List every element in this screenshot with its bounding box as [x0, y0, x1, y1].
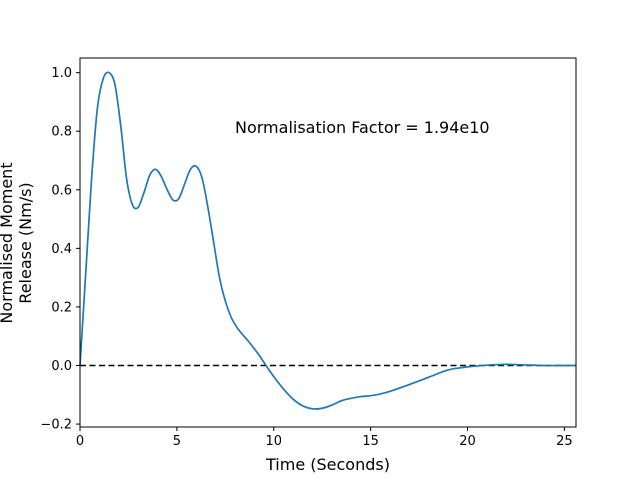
y-axis-title-line2: Release (Nm/s) — [16, 182, 35, 303]
y-tick-label-0: −0.2 — [40, 418, 72, 433]
x-tick-label-25: 25 — [556, 434, 573, 449]
x-tick-label-20: 20 — [459, 434, 476, 449]
series-line-0 — [79, 71, 576, 410]
y-tick-label-6: 1.0 — [51, 66, 72, 81]
y-tick-label-5: 0.8 — [51, 125, 72, 140]
y-axis-title-line1: Normalised Moment — [0, 162, 16, 323]
y-tick-label-4: 0.6 — [51, 183, 72, 198]
x-tick-label-15: 15 — [362, 434, 379, 449]
axes-frame — [79, 57, 577, 428]
y-tick-label-2: 0.2 — [51, 300, 72, 315]
y-tick-label-3: 0.4 — [51, 242, 72, 257]
x-tick-label-10: 10 — [265, 434, 282, 449]
y-tick-label-1: 0.0 — [51, 359, 72, 374]
x-tick-label-0: 0 — [76, 434, 84, 449]
x-tick-label-5: 5 — [173, 434, 181, 449]
x-axis-title: Time (Seconds) — [265, 455, 390, 474]
plot-area — [79, 57, 577, 428]
tick-marks: 0 5 10 15 20 25 −0.2 0.0 0.2 0.4 0.6 0.8 1.0 — [40, 66, 572, 449]
normalisation-annotation: Normalisation Factor = 1.94e10 — [235, 118, 490, 137]
